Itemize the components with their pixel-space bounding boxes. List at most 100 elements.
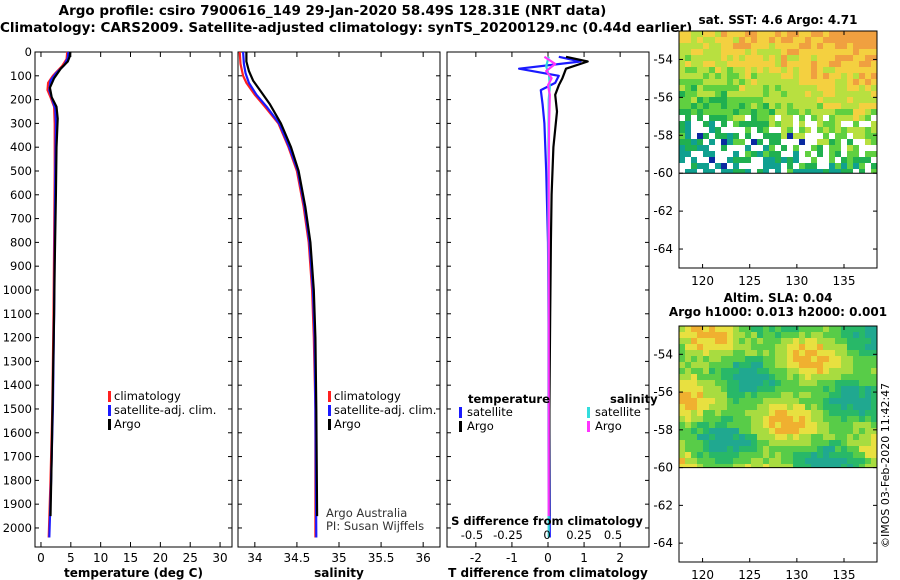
x-tick-label: 1 [580,551,588,565]
legend-label: climatology [334,389,401,403]
lat-tick-label: -58 [653,128,673,142]
y-tick-label: 300 [10,116,32,130]
annotation-text: PI: Susan Wijffels [326,519,424,533]
lat-tick-label: -64 [653,536,673,550]
lon-tick-label: 135 [833,568,856,580]
y-tick-label: 1500 [3,402,32,416]
y-tick-label: 1100 [3,307,32,321]
lon-tick-label: 120 [691,568,714,580]
credit-text: ©IMOS 03-Feb-2020 11:42:47 [879,383,892,548]
x-axis-label: salinity [314,566,364,580]
title-line-1: Argo profile: csiro 7900616_149 29-Jan-2… [58,3,607,19]
legend-label: Argo [595,419,622,433]
x-tick-label: 0 [544,551,552,565]
legend-label: satellite-adj. clim. [334,403,436,417]
y-tick-label: 900 [10,259,32,273]
lat-tick-label: -62 [653,498,673,512]
y-tick-label: 0 [25,45,32,59]
x-tick-label: 10 [93,551,108,565]
map-subtitle: Argo h1000: 0.013 h2000: 0.001 [669,305,887,319]
lon-tick-label: 130 [785,274,808,288]
x-tick-label: 20 [153,551,168,565]
top-tick-label: -0.25 [493,528,523,542]
legend-swatch [587,421,590,432]
legend-swatch [108,391,111,402]
legend-title: salinity [610,392,658,406]
x-axis-label: T difference from climatology [448,566,648,580]
y-tick-label: 2000 [3,521,32,535]
legend-swatch [328,391,331,402]
x-tick-label: 30 [212,551,227,565]
x-tick-label: 34 [247,551,262,565]
top-tick-label: 0.25 [566,528,592,542]
legend-label: satellite [467,405,513,419]
map-title: sat. SST: 4.6 Argo: 4.71 [698,13,857,27]
y-tick-label: 1200 [3,331,32,345]
y-tick-label: 1900 [3,497,32,511]
y-tick-label: 1800 [3,473,32,487]
x-tick-label: -2 [470,551,482,565]
lat-tick-label: -64 [653,242,673,256]
x-tick-label: 34.5 [284,551,311,565]
series-line-argo [245,52,319,517]
panel-frame [237,51,441,548]
lat-tick-label: -62 [653,204,673,218]
title-line-2: Climatology: CARS2009. Satellite-adjuste… [0,20,693,36]
lon-tick-label: 135 [833,274,856,288]
y-tick-label: 1600 [3,426,32,440]
top-tick-label: -0.5 [461,528,483,542]
x-tick-label: 2 [616,551,624,565]
legend-swatch [328,419,331,430]
legend-label: satellite [595,405,641,419]
lat-tick-label: -60 [653,166,673,180]
y-tick-label: 100 [10,69,32,83]
lat-tick-label: -54 [653,347,673,361]
lat-tick-label: -58 [653,423,673,437]
lat-tick-label: -60 [653,461,673,475]
y-tick-label: 200 [10,93,32,107]
series-line-t-argo [547,55,589,517]
x-tick-label: 35.5 [368,551,395,565]
map-frame [678,325,878,563]
lon-tick-label: 120 [691,274,714,288]
sst-map-field [679,31,878,174]
x-tick-label: 36 [416,551,431,565]
legend-swatch [108,405,111,416]
lat-tick-label: -56 [653,90,673,104]
y-tick-label: 1000 [3,283,32,297]
legend-label: climatology [114,389,181,403]
legend-label: satellite-adj. clim. [114,403,216,417]
series-line-argo [48,51,72,517]
y-tick-label: 600 [10,188,32,202]
y-tick-label: 800 [10,235,32,249]
top-tick-label: 0 [543,528,550,542]
legend-swatch [587,407,590,418]
y-tick-label: 1700 [3,450,32,464]
top-tick-label: 0.5 [604,528,622,542]
legend-swatch [108,419,111,430]
y-tick-label: 1300 [3,354,32,368]
lat-tick-label: -54 [653,52,673,66]
y-tick-label: 400 [10,140,32,154]
lon-tick-label: 125 [738,274,761,288]
lon-tick-label: 130 [785,568,808,580]
x-tick-label: 25 [183,551,198,565]
x-tick-label: 0 [37,551,45,565]
top-axis-label: S difference from climatology [451,514,643,528]
legend-swatch [328,405,331,416]
annotation-text: Argo Australia [326,506,407,520]
series-line-s-argo [543,55,557,517]
legend-swatch [459,421,462,432]
legend-swatch [459,407,462,418]
x-axis-label: temperature (deg C) [64,566,203,580]
y-tick-label: 700 [10,212,32,226]
legend-label: Argo [334,417,361,431]
legend-title: temperature [468,392,550,406]
lon-tick-label: 125 [738,568,761,580]
y-tick-label: 500 [10,164,32,178]
map-frame [678,30,878,269]
x-tick-label: 5 [67,551,75,565]
x-tick-label: 15 [123,551,138,565]
x-tick-label: 35 [331,551,346,565]
sla-map-field [679,326,878,468]
